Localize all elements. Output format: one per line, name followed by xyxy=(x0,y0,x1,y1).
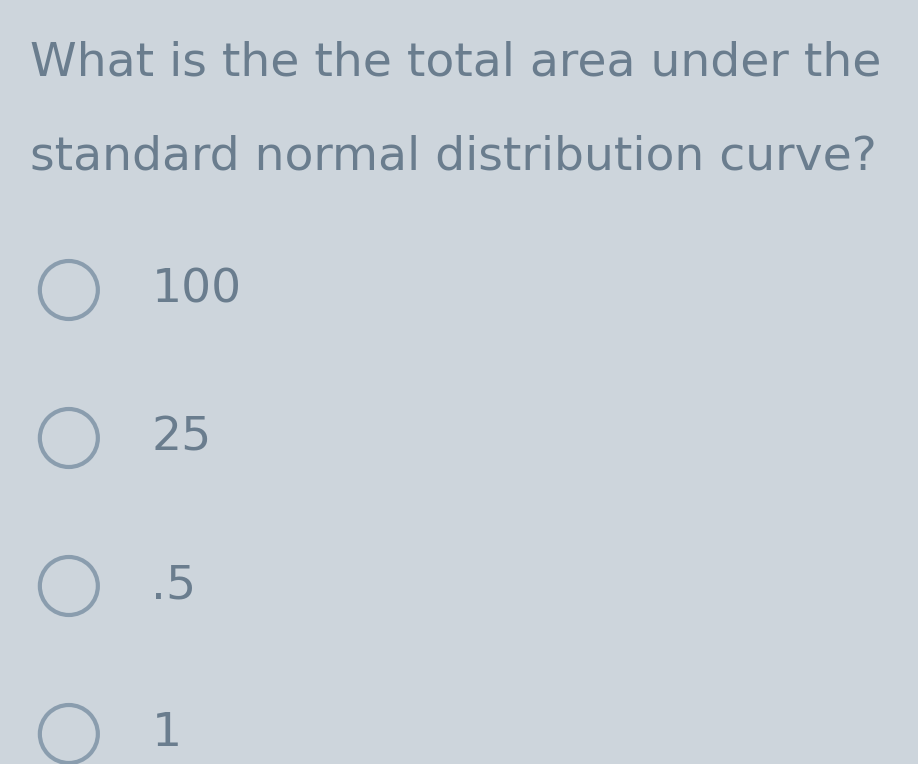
Text: 25: 25 xyxy=(151,416,212,461)
Text: What is the the total area under the: What is the the total area under the xyxy=(30,40,881,85)
Text: 1: 1 xyxy=(151,711,182,756)
Text: .5: .5 xyxy=(151,564,196,608)
Text: 100: 100 xyxy=(151,267,241,312)
Text: standard normal distribution curve?: standard normal distribution curve? xyxy=(30,135,877,180)
